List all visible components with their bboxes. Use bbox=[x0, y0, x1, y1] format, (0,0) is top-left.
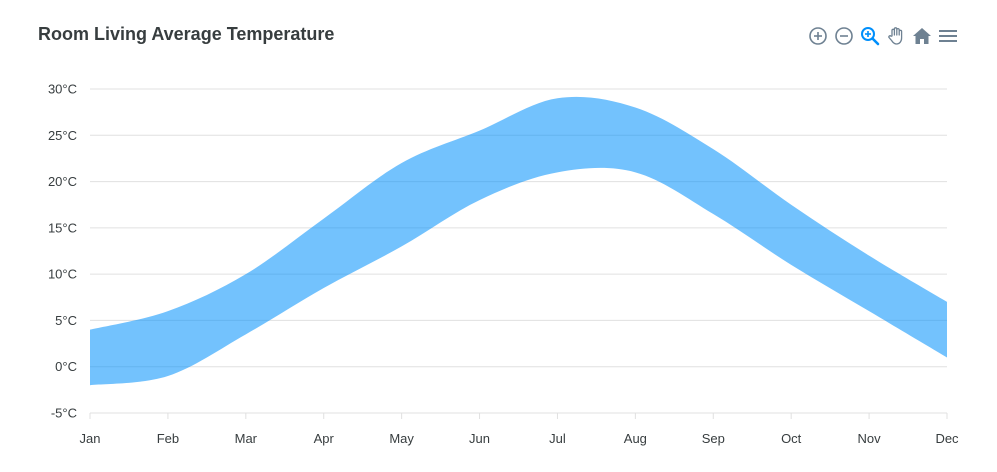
y-tick-label: 20°C bbox=[48, 174, 77, 189]
menu-icon[interactable] bbox=[936, 24, 960, 48]
zoom-in-icon[interactable] bbox=[806, 24, 830, 48]
x-tick-label: Jun bbox=[469, 431, 490, 446]
pan-icon[interactable] bbox=[884, 24, 908, 48]
y-tick-label: 25°C bbox=[48, 128, 77, 143]
x-tick-label: Feb bbox=[157, 431, 179, 446]
y-tick-label: 15°C bbox=[48, 220, 77, 235]
x-tick-label: Nov bbox=[858, 431, 882, 446]
x-tick-label: Dec bbox=[935, 431, 959, 446]
x-tick-label: Apr bbox=[314, 431, 335, 446]
chart-title: Room Living Average Temperature bbox=[38, 24, 335, 44]
x-tick-label: Jul bbox=[549, 431, 566, 446]
reset-home-icon[interactable] bbox=[910, 24, 934, 48]
y-tick-label: 5°C bbox=[55, 313, 77, 328]
area-series bbox=[90, 96, 947, 386]
y-tick-label: 0°C bbox=[55, 359, 77, 374]
y-tick-label: 30°C bbox=[48, 82, 77, 97]
zoom-out-icon[interactable] bbox=[832, 24, 856, 48]
x-tick-label: May bbox=[389, 431, 414, 446]
temperature-range-area bbox=[90, 96, 947, 386]
y-tick-label: -5°C bbox=[51, 406, 77, 421]
chart-toolbar bbox=[806, 24, 962, 48]
selection-zoom-icon[interactable] bbox=[858, 24, 882, 48]
x-tick-label: Oct bbox=[781, 431, 802, 446]
x-tick-label: Aug bbox=[624, 431, 647, 446]
x-tick-label: Sep bbox=[702, 431, 725, 446]
y-tick-label: 10°C bbox=[48, 267, 77, 282]
x-tick-label: Jan bbox=[80, 431, 101, 446]
x-tick-label: Mar bbox=[235, 431, 258, 446]
axes: -5°C 0°C 5°C 10°C 15°C 20°C 25°C 30°C Jan Feb Mar A… bbox=[48, 82, 959, 447]
